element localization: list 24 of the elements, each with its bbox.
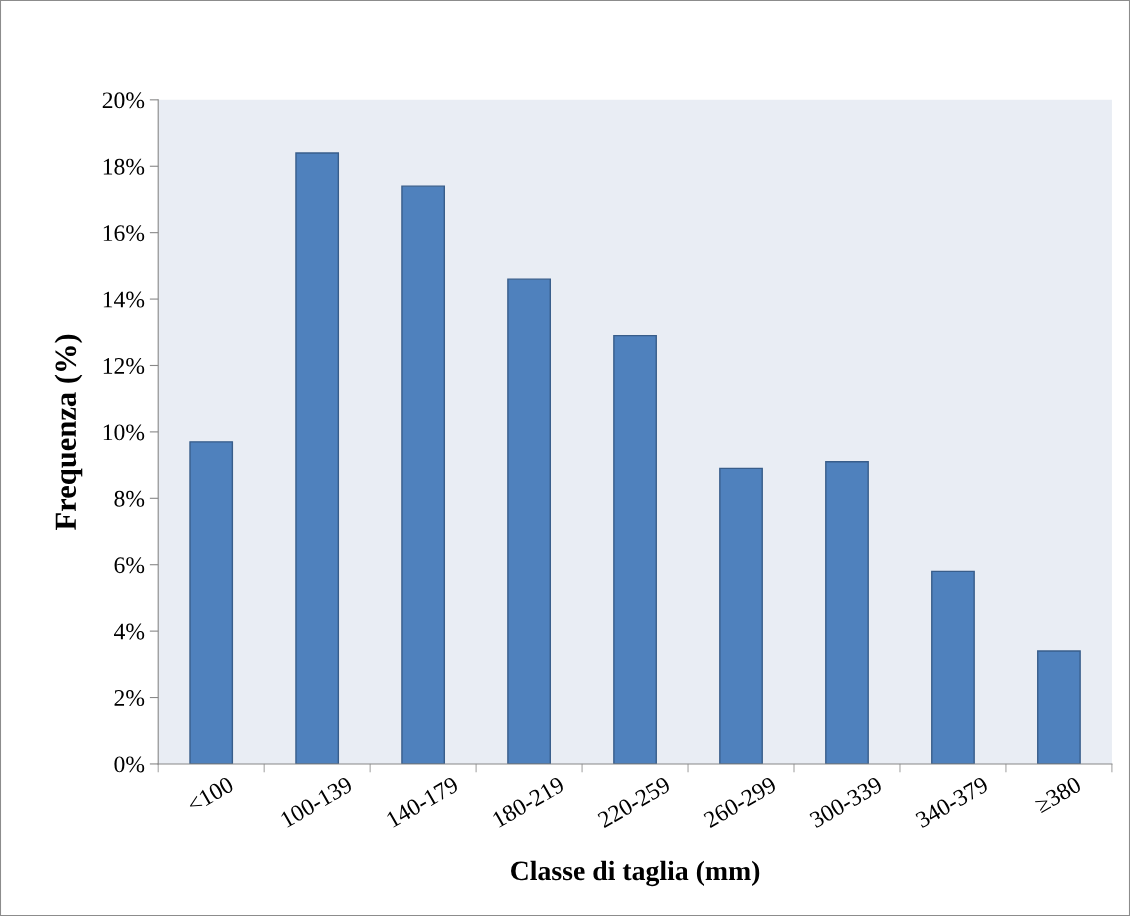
bar	[613, 334, 657, 764]
y-tick-label: 12%	[103, 357, 145, 374]
bar	[931, 570, 975, 764]
y-tick-label: 0%	[114, 756, 145, 773]
y-tick-label: 18%	[103, 158, 145, 175]
y-tick-label: 4%	[113, 623, 145, 640]
y-tick-label: 16%	[103, 225, 145, 242]
y-tick-label: 14%	[103, 291, 145, 308]
y-tick-label: 8%	[114, 490, 145, 507]
y-tick-label: 6%	[114, 557, 145, 574]
y-axis-title: Frequenza (%)	[54, 334, 83, 530]
bar	[1037, 650, 1081, 764]
bar	[295, 152, 340, 764]
bar	[507, 278, 551, 764]
bar	[825, 461, 869, 764]
bar	[719, 467, 763, 764]
x-axis-title: Classe di taglia (mm)	[511, 860, 760, 887]
y-tick-label: 20%	[102, 92, 145, 109]
bar	[189, 441, 234, 764]
bar	[401, 185, 446, 764]
y-tick-label: 10%	[103, 424, 145, 441]
x-tick-label: <100	[186, 776, 235, 814]
y-tick-label: 2%	[114, 690, 145, 707]
x-tick-label: ≥380	[1033, 776, 1083, 814]
